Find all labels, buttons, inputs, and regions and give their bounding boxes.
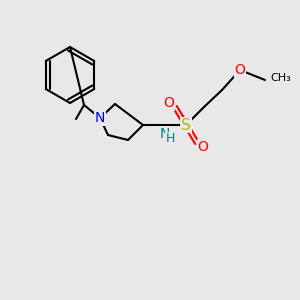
Text: N: N (160, 127, 170, 141)
Text: CH₃: CH₃ (270, 73, 291, 83)
Text: S: S (181, 118, 191, 133)
Text: O: O (164, 96, 174, 110)
Text: O: O (235, 63, 245, 77)
Text: O: O (198, 140, 208, 154)
Text: N: N (95, 111, 105, 125)
Text: H: H (165, 133, 175, 146)
